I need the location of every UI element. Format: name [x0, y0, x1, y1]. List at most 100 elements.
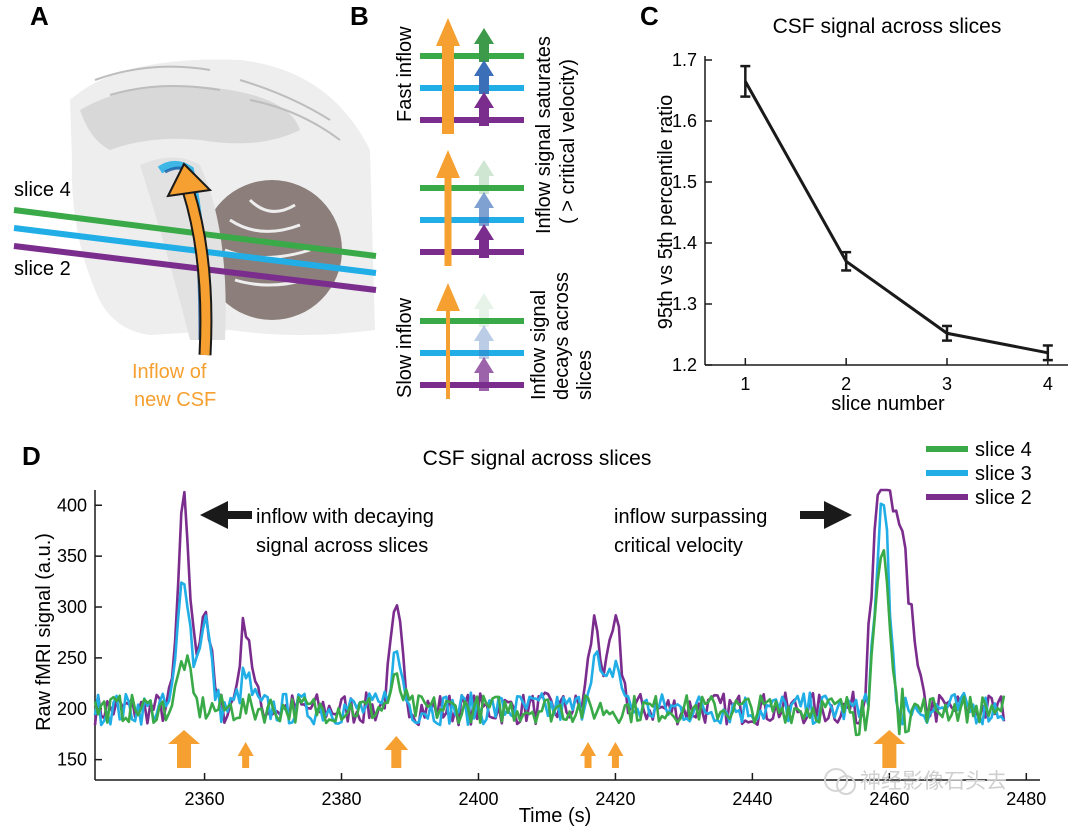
chart-c-title: CSF signal across slices — [773, 15, 1002, 38]
watermark-icon — [824, 768, 856, 795]
x-tick-label: 3 — [942, 374, 952, 394]
chart-c-xlabel: slice number — [831, 393, 945, 415]
slow-desc-1: Inflow signal — [528, 290, 550, 400]
caption-line-2: new CSF — [134, 389, 216, 411]
annotation-right-line-1: inflow surpassing — [614, 506, 767, 528]
slice-2-line — [13, 243, 377, 293]
slow-inflow-label: Slow inflow — [394, 297, 416, 398]
schematic-small-arrow-head — [474, 28, 494, 44]
x-tick-label: 2380 — [321, 789, 361, 809]
panel-a: A slice 4 slice 2 Inflow of new CSF — [13, 1, 377, 411]
brain-illustration — [70, 59, 375, 341]
inflow-marker-shaft — [882, 742, 897, 768]
schematic-small-arrow-shaft — [479, 76, 489, 94]
inflow-marker-shaft — [242, 754, 250, 768]
panel-letter-a: A — [30, 1, 49, 31]
inflow-arrow — [183, 188, 211, 356]
inflow-marker-head — [384, 736, 409, 750]
schematic-small-arrow-head — [474, 293, 494, 309]
panel-c: C 1.2 1.3 1.4 1.5 1.6 1.7 1 2 3 4 CSF signal acros… — [640, 1, 1068, 415]
inflow-marker-head — [873, 730, 906, 744]
schematic-orange-arrow-shaft — [442, 44, 454, 134]
legend-label: slice 2 — [975, 487, 1032, 509]
schematic-small-arrow-shaft — [479, 208, 489, 226]
caption-line-1: Inflow of — [132, 361, 207, 383]
schematic-orange-arrow-head — [436, 18, 460, 46]
x-tick-label: 4 — [1043, 374, 1053, 394]
inflow-marker-shaft — [584, 754, 592, 768]
annotation-left-line-2: signal across slices — [256, 535, 428, 557]
slice-2-label: slice 2 — [14, 258, 71, 280]
schematic-orange-arrow-head — [436, 150, 460, 178]
annotation-left-line-1: inflow with decaying — [256, 506, 434, 528]
x-tick-label: 2400 — [458, 789, 498, 809]
y-tick-label: 1.3 — [672, 294, 697, 314]
fast-desc-1: Inflow signal saturates — [533, 36, 555, 234]
y-tick-label: 1.5 — [672, 172, 697, 192]
x-tick-label: 1 — [740, 374, 750, 394]
legend-label: slice 3 — [975, 463, 1032, 485]
annotation-right-arrow-head — [824, 501, 852, 529]
schematic-orange-arrow-shaft — [446, 309, 450, 399]
annotation-right-arrow-shaft — [800, 511, 826, 519]
schematic-small-arrow-head — [474, 192, 494, 208]
x-tick-label: 2360 — [185, 789, 225, 809]
inflow-marker-shaft — [177, 742, 192, 768]
schematic-orange-arrow-head — [436, 283, 460, 311]
x-tick-label: 2 — [841, 374, 851, 394]
panel-letter-d: D — [22, 441, 41, 471]
inflow-marker-head — [607, 742, 624, 756]
inflow-marker-head — [237, 742, 254, 756]
panel-letter-b: B — [350, 1, 369, 31]
schematic-small-arrow-head — [474, 60, 494, 76]
y-tick-label: 1.2 — [672, 355, 697, 375]
y-tick-label: 200 — [57, 699, 87, 719]
y-tick-label: 400 — [57, 495, 87, 515]
y-tick-label: 1.7 — [672, 50, 697, 70]
schematic-small-arrow-head — [474, 325, 494, 341]
schematic-small-arrow-shaft — [479, 309, 489, 327]
y-tick-label: 150 — [57, 750, 87, 770]
y-tick-label: 250 — [57, 648, 87, 668]
chart-d-ylabel: Raw fMRI signal (a.u.) — [33, 533, 55, 731]
legend-label: slice 4 — [975, 439, 1032, 461]
watermark: 神经影像石头去 — [860, 770, 1007, 793]
inflow-marker-shaft — [611, 754, 619, 768]
x-tick-label: 2480 — [1006, 789, 1046, 809]
schematic-small-arrow-head — [474, 224, 494, 240]
schematic-small-arrow-head — [474, 160, 494, 176]
chart-c-ylabel: 95th vs 5th percentile ratio — [655, 95, 677, 330]
chart-d-series-slice-3 — [93, 502, 1006, 727]
schematic-small-arrow-shaft — [479, 176, 489, 194]
inflow-arrow-head — [166, 162, 213, 198]
x-tick-label: 2420 — [595, 789, 635, 809]
fast-inflow-label: Fast inflow — [394, 26, 416, 122]
slow-desc-2: decays across — [551, 272, 573, 400]
fast-desc-2: ( > critical velocity) — [557, 59, 579, 224]
chart-c-series-line — [744, 80, 1049, 355]
slow-desc-3: slices — [574, 350, 596, 400]
panel-letter-c: C — [640, 1, 659, 31]
schematic-small-arrow-shaft — [479, 44, 489, 62]
y-tick-label: 300 — [57, 597, 87, 617]
annotation-left-arrow-head — [200, 501, 228, 529]
x-tick-label: 2460 — [869, 789, 909, 809]
chart-d-series-slice-2 — [93, 488, 1006, 727]
y-tick-label: 1.6 — [672, 111, 697, 131]
panel-b: B Fast inflow Inflow signal saturates ( … — [350, 1, 596, 400]
inflow-marker-head — [168, 730, 201, 744]
schematic-small-arrow-shaft — [479, 108, 489, 126]
y-tick-label: 1.4 — [672, 233, 697, 253]
slice-4-label: slice 4 — [14, 179, 71, 201]
schematic-small-arrow-head — [474, 92, 494, 108]
x-tick-label: 2440 — [732, 789, 772, 809]
schematic-small-arrow-shaft — [479, 373, 489, 391]
inflow-marker-head — [580, 742, 597, 756]
schematic-small-arrow-shaft — [479, 240, 489, 258]
panel-d: D 150 200 250 300 350 400 2360 2380 2400 2420 2440… — [22, 439, 1046, 827]
y-tick-label: 350 — [57, 546, 87, 566]
schematic-orange-arrow-shaft — [444, 176, 452, 266]
schematic-small-arrow-head — [474, 357, 494, 373]
inflow-marker-shaft — [391, 748, 402, 768]
